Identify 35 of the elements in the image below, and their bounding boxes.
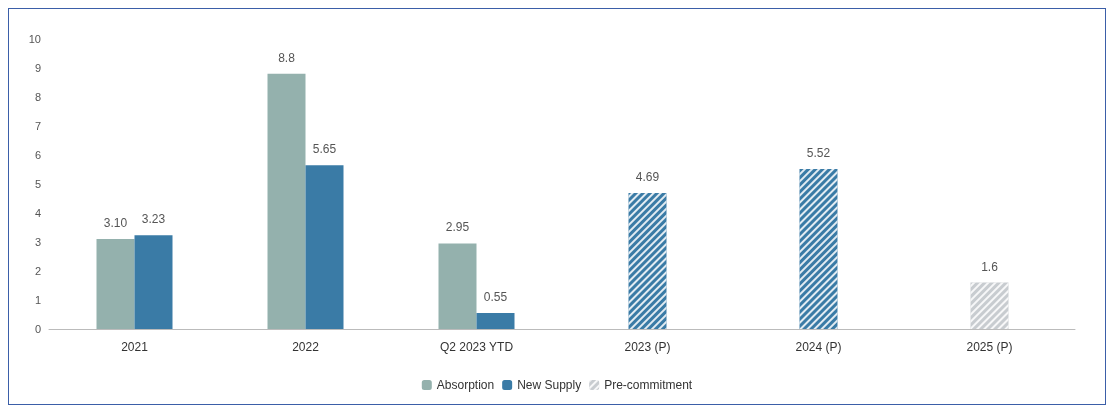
data-label: 5.52: [806, 145, 831, 160]
bar: [305, 165, 344, 329]
x-tick-label: 2024 (P): [795, 340, 842, 354]
data-label: 2.95: [445, 220, 470, 235]
data-label: 3.23: [141, 212, 166, 227]
y-tick-label: 4: [34, 207, 41, 219]
data-label: 5.65: [312, 142, 337, 157]
y-tick-label: 6: [34, 149, 41, 161]
legend-label: New Supply: [517, 378, 582, 392]
legend-label: Absorption: [436, 378, 495, 392]
bar: [96, 239, 135, 329]
data-label: 4.69: [635, 169, 660, 184]
x-tick-label: 2022: [292, 340, 320, 354]
x-tick-label: 2021: [121, 340, 149, 354]
data-label: 3.10: [103, 216, 128, 231]
data-label: 1.6: [981, 259, 999, 274]
y-tick-label: 3: [34, 236, 41, 248]
data-label: 0.55: [483, 290, 508, 305]
bar: [134, 235, 173, 329]
bar: [476, 313, 515, 329]
data-label: 8.8: [278, 50, 296, 65]
y-tick-label: 10: [28, 33, 41, 45]
y-tick-label: 8: [34, 91, 41, 103]
y-tick-label: 9: [34, 62, 41, 74]
x-tick-label: 2023 (P): [624, 340, 671, 354]
y-tick-label: 0: [34, 323, 41, 335]
bar: [438, 243, 477, 329]
y-tick-label: 5: [34, 178, 41, 190]
bar: [267, 73, 306, 329]
legend-label: Pre-commitment: [604, 378, 693, 392]
x-tick-label: 2025 (P): [966, 340, 1013, 354]
y-tick-label: 7: [34, 120, 41, 132]
y-tick-label: 1: [34, 294, 41, 306]
y-tick-label: 2: [34, 265, 41, 277]
x-tick-label: Q2 2023 YTD: [439, 340, 514, 354]
